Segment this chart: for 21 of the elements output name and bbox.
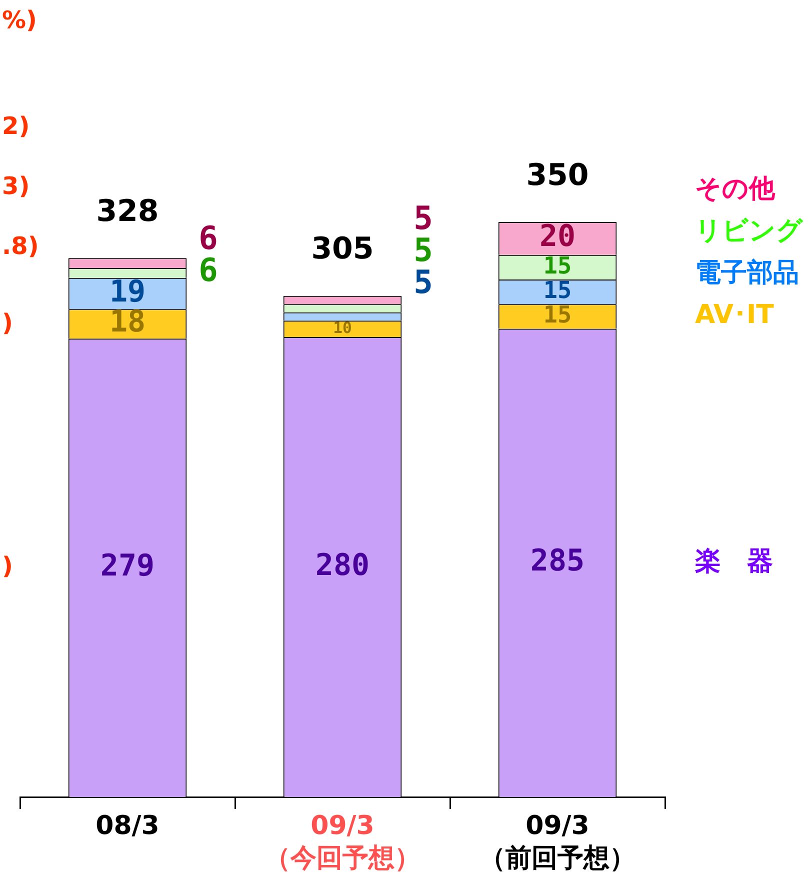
text: 3) xyxy=(2,172,30,200)
annotation: .8) xyxy=(2,232,39,260)
data-label: 279 xyxy=(100,548,155,584)
text: 電子部品 xyxy=(695,258,799,288)
data-label: 285 xyxy=(530,544,585,579)
text: 2) xyxy=(2,112,30,140)
text: AV･IT xyxy=(695,300,774,330)
total-label: 328 xyxy=(96,194,159,229)
text: リビング xyxy=(695,216,804,246)
total-label: 350 xyxy=(526,158,589,193)
text: %) xyxy=(2,6,38,34)
data-label: 10 xyxy=(333,318,352,337)
total-label: 305 xyxy=(311,232,374,267)
x-tick-label: 09/3 （前回予想） xyxy=(480,811,636,874)
text: その他 xyxy=(695,174,776,204)
text: ) xyxy=(2,309,13,338)
x-tick-label: 08/3 xyxy=(96,811,160,841)
text: 楽 器 xyxy=(694,546,773,577)
data-label: 280 xyxy=(315,548,370,583)
text: ) xyxy=(2,552,13,580)
x-tick-label: 09/3 （今回予想） xyxy=(264,811,420,874)
